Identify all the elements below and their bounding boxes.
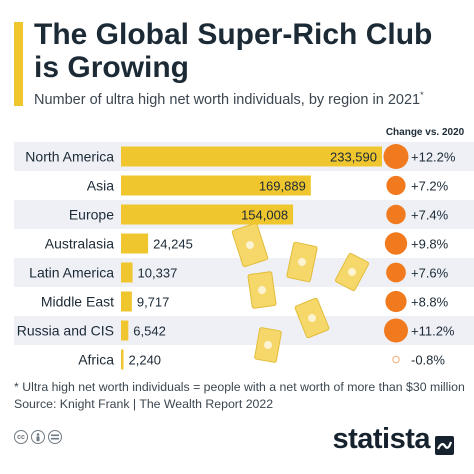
change-dot [384, 232, 408, 255]
bar [121, 233, 149, 254]
change-label: +7.4% [411, 208, 449, 223]
statista-logo[interactable]: statista [332, 423, 454, 456]
bar-row: North America 233,590 +12.2% [25, 144, 456, 169]
bar [121, 146, 382, 167]
chart-title: The Global Super-Rich Club is Growing [34, 18, 433, 84]
change-column-header: Change vs. 2020 [385, 127, 465, 138]
change-dot [392, 355, 400, 364]
value-label: 154,008 [241, 208, 288, 223]
change-label: +7.6% [411, 266, 449, 281]
value-label: 10,337 [138, 266, 178, 281]
change-label: +7.2% [411, 179, 449, 194]
cc-icon[interactable]: cc [14, 430, 28, 444]
change-dot [386, 175, 406, 196]
change-dot [386, 204, 406, 225]
change-dot [384, 318, 408, 343]
statista-wave-icon [435, 430, 454, 455]
subtitle-text: Number of ultra high net worth individua… [34, 91, 421, 108]
category-label: Middle East [41, 294, 114, 310]
category-label: Latin America [29, 265, 114, 281]
change-label: +11.2% [411, 324, 455, 339]
no-derivatives-icon[interactable] [48, 430, 62, 444]
title-accent-bar [14, 22, 23, 106]
bar-row: Asia 169,889 +7.2% [87, 175, 449, 196]
license-logos[interactable]: cc [14, 430, 62, 444]
bar [121, 175, 311, 196]
bar [121, 291, 132, 312]
value-label: 2,240 [129, 353, 162, 368]
change-label: +9.8% [411, 237, 449, 252]
footnote-text: * Ultra high net worth individuals = peo… [14, 380, 465, 394]
category-label: Asia [87, 178, 114, 194]
chart-subtitle: Number of ultra high net worth individua… [34, 90, 474, 108]
bar-row: Africa 2,240 -0.8% [78, 349, 445, 370]
change-dot [386, 262, 406, 283]
value-label: 6,542 [133, 324, 166, 339]
bar [121, 204, 294, 225]
bar-row: Europe 154,008 +7.4% [69, 204, 449, 225]
category-label: Africa [78, 352, 114, 368]
category-label: Russia and CIS [17, 323, 114, 339]
change-label: +12.2% [411, 150, 456, 165]
banknote-decoration [231, 222, 370, 363]
value-label: 9,717 [137, 295, 170, 310]
footnote-block: * Ultra high net worth individuals = peo… [14, 379, 469, 413]
change-label: -0.8% [411, 353, 445, 368]
attribution-icon[interactable] [31, 430, 45, 444]
bar-rows: North America 233,590 +12.2% Asia 169,889 +7.… [17, 144, 456, 370]
bar-row: Russia and CIS 6,542 +11.2% [17, 318, 455, 343]
bar [121, 349, 124, 370]
brand-name: statista [332, 423, 430, 455]
bar-row: Middle East 9,717 +8.8% [41, 290, 449, 313]
change-dot [385, 290, 407, 313]
value-label: 24,245 [153, 237, 193, 252]
value-label: 233,590 [330, 150, 377, 165]
change-dot [383, 144, 409, 169]
bar-row: Australasia 24,245 +9.8% [45, 232, 449, 255]
category-label: North America [25, 149, 114, 165]
category-label: Australasia [45, 236, 114, 252]
value-label: 169,889 [259, 179, 306, 194]
bar [121, 262, 133, 283]
source-text: Source: Knight Frank | The Wealth Report… [14, 397, 274, 411]
change-label: +8.8% [411, 295, 449, 310]
bar [121, 320, 129, 341]
bar-row: Latin America 10,337 +7.6% [29, 262, 449, 283]
subtitle-footnote-mark: * [420, 90, 424, 100]
category-label: Europe [69, 207, 114, 223]
